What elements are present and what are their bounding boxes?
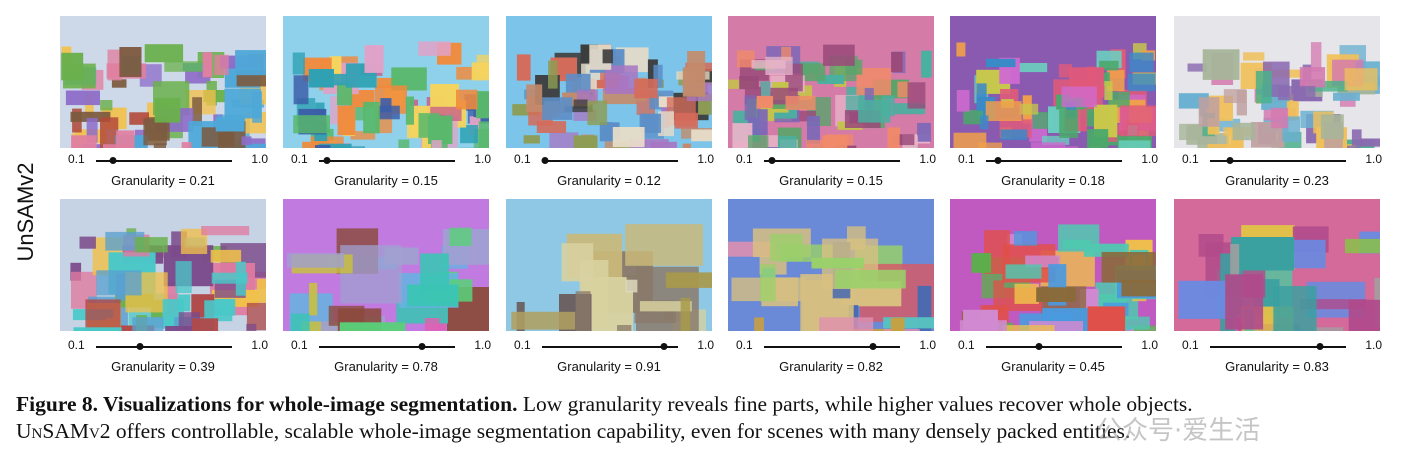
slider-min-label: 0.1 bbox=[514, 338, 531, 352]
slider-track[interactable] bbox=[1210, 157, 1346, 164]
slider-track[interactable] bbox=[542, 343, 678, 350]
slider-min-label: 0.1 bbox=[1182, 338, 1199, 352]
slider-track[interactable] bbox=[764, 157, 900, 164]
slider-min-label: 0.1 bbox=[291, 338, 308, 352]
granularity-slider[interactable]: 0.1 1.0 bbox=[283, 151, 491, 169]
granularity-label: Granularity = 0.21 bbox=[111, 173, 215, 188]
granularity-slider[interactable]: 0.1 1.0 bbox=[283, 337, 491, 355]
granularity-label: Granularity = 0.91 bbox=[557, 359, 661, 374]
slider-track[interactable] bbox=[986, 343, 1122, 350]
row-label: UnSAMv2 bbox=[6, 92, 46, 332]
segmentation-image bbox=[728, 16, 934, 148]
slider-knob[interactable] bbox=[136, 343, 144, 350]
segmentation-image bbox=[950, 199, 1156, 331]
slider-min-label: 0.1 bbox=[514, 152, 531, 166]
slider-max-label: 1.0 bbox=[474, 338, 491, 352]
slider-knob[interactable] bbox=[994, 157, 1002, 164]
slider-track[interactable] bbox=[764, 343, 900, 350]
segmentation-image bbox=[60, 199, 266, 331]
row-label-text: UnSAMv2 bbox=[13, 162, 38, 262]
slider-min-label: 0.1 bbox=[68, 338, 85, 352]
slider-min-label: 0.1 bbox=[68, 152, 85, 166]
caption-text-2: offers controllable, scalable whole-imag… bbox=[110, 419, 1131, 443]
slider-knob[interactable] bbox=[1226, 157, 1234, 164]
caption-model-name: UnSAMv2 bbox=[16, 419, 111, 443]
slider-max-label: 1.0 bbox=[1141, 338, 1158, 352]
granularity-slider[interactable]: 0.1 1.0 bbox=[506, 337, 714, 355]
segmentation-image bbox=[728, 199, 934, 331]
granularity-slider[interactable]: 0.1 1.0 bbox=[1174, 337, 1382, 355]
watermark: 公众号·爱生活 bbox=[1096, 416, 1261, 446]
slider-min-label: 0.1 bbox=[958, 338, 975, 352]
slider-max-label: 1.0 bbox=[251, 152, 268, 166]
granularity-label: Granularity = 0.78 bbox=[334, 359, 438, 374]
granularity-slider[interactable]: 0.1 1.0 bbox=[60, 337, 268, 355]
slider-max-label: 1.0 bbox=[919, 338, 936, 352]
slider-max-label: 1.0 bbox=[474, 152, 491, 166]
slider-track[interactable] bbox=[1210, 343, 1346, 350]
slider-knob[interactable] bbox=[418, 343, 426, 350]
slider-min-label: 0.1 bbox=[736, 152, 753, 166]
granularity-slider[interactable]: 0.1 1.0 bbox=[506, 151, 714, 169]
granularity-label: Granularity = 0.23 bbox=[1225, 173, 1329, 188]
slider-knob[interactable] bbox=[109, 157, 117, 164]
slider-track[interactable] bbox=[96, 157, 232, 164]
granularity-label: Granularity = 0.12 bbox=[557, 173, 661, 188]
slider-track[interactable] bbox=[319, 343, 455, 350]
slider-track[interactable] bbox=[96, 343, 232, 350]
segmentation-image bbox=[506, 199, 712, 331]
granularity-slider[interactable]: 0.1 1.0 bbox=[728, 151, 936, 169]
granularity-label: Granularity = 0.82 bbox=[779, 359, 883, 374]
granularity-label: Granularity = 0.83 bbox=[1225, 359, 1329, 374]
slider-max-label: 1.0 bbox=[697, 338, 714, 352]
segmentation-image bbox=[950, 16, 1156, 148]
slider-max-label: 1.0 bbox=[1141, 152, 1158, 166]
slider-knob[interactable] bbox=[660, 343, 668, 350]
granularity-slider[interactable]: 0.1 1.0 bbox=[60, 151, 268, 169]
slider-max-label: 1.0 bbox=[697, 152, 714, 166]
granularity-label: Granularity = 0.45 bbox=[1001, 359, 1105, 374]
granularity-slider[interactable]: 0.1 1.0 bbox=[950, 151, 1158, 169]
slider-min-label: 0.1 bbox=[291, 152, 308, 166]
slider-track[interactable] bbox=[319, 157, 455, 164]
granularity-slider[interactable]: 0.1 1.0 bbox=[1174, 151, 1382, 169]
slider-max-label: 1.0 bbox=[1365, 338, 1382, 352]
granularity-slider[interactable]: 0.1 1.0 bbox=[728, 337, 936, 355]
granularity-label: Granularity = 0.39 bbox=[111, 359, 215, 374]
slider-max-label: 1.0 bbox=[919, 152, 936, 166]
granularity-slider[interactable]: 0.1 1.0 bbox=[950, 337, 1158, 355]
slider-knob[interactable] bbox=[1316, 343, 1324, 350]
segmentation-image bbox=[60, 16, 266, 148]
slider-min-label: 0.1 bbox=[1182, 152, 1199, 166]
slider-knob[interactable] bbox=[1035, 343, 1043, 350]
granularity-label: Granularity = 0.15 bbox=[779, 173, 883, 188]
caption-title: Figure 8. Visualizations for whole-image… bbox=[16, 392, 518, 416]
figure-caption: Figure 8. Visualizations for whole-image… bbox=[16, 391, 1396, 445]
segmentation-image bbox=[1174, 199, 1380, 331]
segmentation-image bbox=[506, 16, 712, 148]
slider-knob[interactable] bbox=[768, 157, 776, 164]
segmentation-image bbox=[1174, 16, 1380, 148]
segmentation-image bbox=[283, 199, 489, 331]
slider-min-label: 0.1 bbox=[736, 338, 753, 352]
slider-track[interactable] bbox=[986, 157, 1122, 164]
slider-max-label: 1.0 bbox=[1365, 152, 1382, 166]
segmentation-image bbox=[283, 16, 489, 148]
slider-knob[interactable] bbox=[869, 343, 877, 350]
slider-knob[interactable] bbox=[541, 157, 549, 164]
slider-knob[interactable] bbox=[323, 157, 331, 164]
granularity-label: Granularity = 0.15 bbox=[334, 173, 438, 188]
slider-min-label: 0.1 bbox=[958, 152, 975, 166]
slider-max-label: 1.0 bbox=[251, 338, 268, 352]
slider-track[interactable] bbox=[541, 157, 678, 164]
caption-text-1: Low granularity reveals fine parts, whil… bbox=[517, 392, 1193, 416]
granularity-label: Granularity = 0.18 bbox=[1001, 173, 1105, 188]
